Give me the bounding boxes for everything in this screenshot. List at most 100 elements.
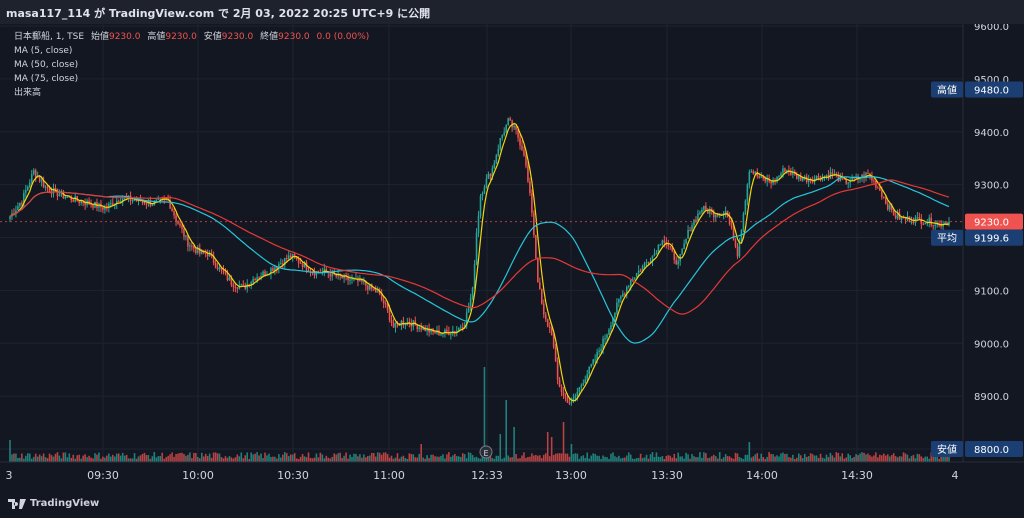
candle-body	[815, 175, 818, 179]
candle-body	[19, 203, 21, 207]
volume-bar	[228, 455, 231, 462]
volume-bar	[58, 455, 61, 462]
candle-body	[697, 213, 699, 221]
volume-bar	[811, 454, 814, 462]
candle-body	[764, 178, 766, 182]
study-ma5[interactable]: MA (5, close)	[14, 46, 73, 56]
candle-body	[831, 172, 834, 175]
volume-bar	[337, 453, 339, 462]
volume-bar	[30, 458, 33, 462]
candle-body	[894, 215, 897, 219]
volume-bar	[639, 453, 642, 462]
candle-body	[228, 277, 231, 281]
candle-body	[175, 215, 177, 222]
volume-bar	[908, 458, 911, 462]
volume-bar	[295, 458, 298, 462]
candle-body	[94, 201, 96, 208]
candle-body	[881, 190, 883, 197]
volume-bar	[461, 453, 464, 462]
volume-bar	[497, 455, 500, 462]
candle-body	[151, 204, 154, 206]
ma-line-75	[9, 179, 950, 315]
candle-body	[367, 285, 369, 290]
price-marker-box	[965, 81, 1023, 98]
volume-bar	[792, 454, 794, 462]
candle-body	[365, 281, 367, 286]
volume-bar	[216, 453, 219, 462]
volume-bar	[34, 453, 37, 462]
volume-bar	[823, 458, 826, 462]
volume-bar	[38, 454, 41, 462]
volume-bar	[123, 455, 126, 462]
volume-bar	[145, 454, 148, 462]
volume-bar	[622, 457, 624, 462]
volume-bar	[258, 455, 260, 462]
price-chart[interactable]: 9600.09500.09400.09300.09200.09100.09000…	[0, 24, 1024, 490]
volume-bar	[871, 456, 873, 462]
study-volume[interactable]: 出来高	[14, 88, 42, 98]
candle-body	[119, 201, 122, 203]
volume-bar	[511, 457, 513, 462]
candle-body	[843, 178, 846, 180]
candle-body	[796, 173, 798, 179]
volume-bar	[732, 458, 735, 462]
candle-body	[15, 210, 17, 214]
volume-bar	[369, 455, 371, 462]
candle-body	[382, 299, 385, 304]
volume-bar	[491, 457, 494, 462]
volume-bar	[374, 456, 377, 462]
volume-bar	[15, 453, 17, 462]
volume-bar	[191, 458, 193, 462]
candle-body	[639, 270, 642, 272]
time-tick-label: 3	[6, 469, 13, 482]
volume-bar	[542, 454, 545, 462]
candle-body	[457, 327, 460, 331]
price-tick-label: 9000.0	[974, 339, 1009, 350]
candle-body	[750, 171, 753, 173]
candle-body	[539, 282, 541, 290]
volume-bar	[388, 457, 391, 462]
volume-bar	[629, 454, 632, 462]
volume-bar	[835, 452, 838, 462]
volume-bar	[378, 452, 381, 462]
volume-bar	[505, 400, 507, 462]
candle-body	[497, 148, 500, 156]
candle-body	[236, 287, 239, 289]
candle-body	[515, 125, 517, 130]
candle-body	[40, 180, 43, 182]
candle-body	[537, 258, 539, 283]
candle-body	[260, 276, 262, 278]
candle-body	[276, 267, 278, 269]
candle-body	[297, 258, 300, 264]
volume-bar	[598, 455, 600, 462]
volume-bar	[768, 452, 770, 462]
candle-body	[110, 203, 112, 205]
candle-body	[21, 203, 23, 205]
volume-bar	[570, 444, 573, 462]
volume-bar	[934, 453, 936, 462]
volume-bar	[697, 457, 699, 462]
candle-body	[115, 200, 118, 204]
volume-bar	[353, 453, 355, 462]
study-ma50[interactable]: MA (50, close)	[14, 60, 79, 70]
candle-body	[206, 253, 209, 257]
candle-body	[295, 257, 298, 259]
volume-bar	[550, 437, 553, 462]
study-ma75[interactable]: MA (75, close)	[14, 74, 79, 84]
candle-body	[629, 279, 632, 286]
volume-bar	[815, 455, 818, 462]
candle-body	[23, 192, 25, 204]
candle-body	[784, 168, 786, 172]
volume-bar	[481, 455, 484, 462]
volume-bar	[582, 455, 585, 462]
volume-bar	[448, 452, 450, 462]
volume-bar	[865, 454, 867, 462]
volume-bar	[40, 456, 43, 462]
candle-body	[606, 334, 608, 339]
candle-body	[200, 250, 203, 254]
candle-body	[786, 170, 788, 172]
volume-bar	[691, 453, 693, 462]
volume-bar	[580, 456, 583, 462]
volume-bar	[681, 456, 683, 462]
candle-body	[566, 397, 569, 403]
